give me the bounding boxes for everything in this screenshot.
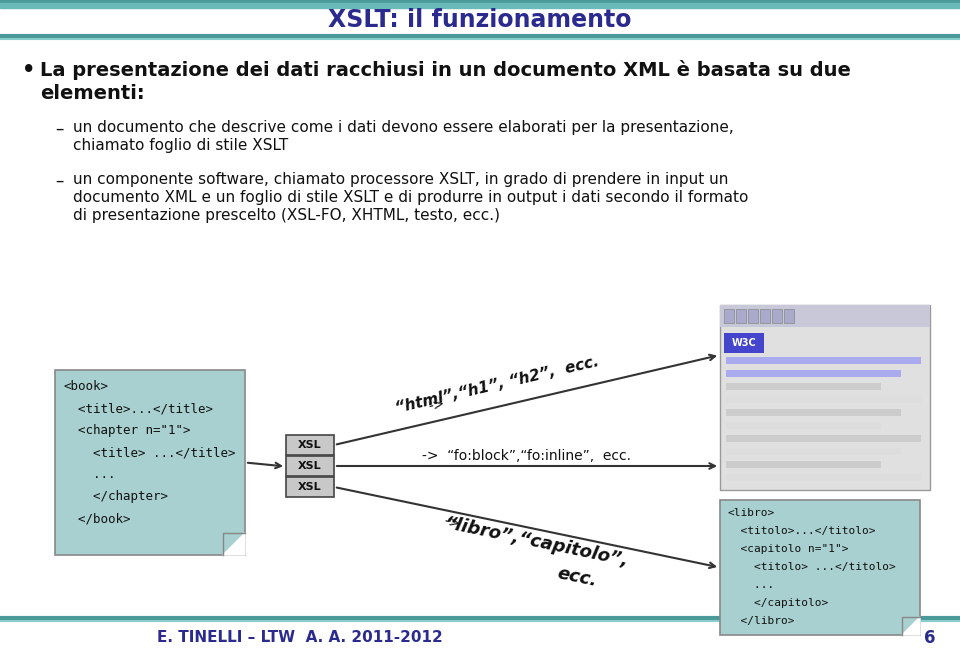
Text: </capitolo>: </capitolo> bbox=[727, 598, 828, 608]
Text: </book>: </book> bbox=[63, 512, 131, 525]
Text: “html”,“h1”, “h2”,  ecc.: “html”,“h1”, “h2”, ecc. bbox=[394, 354, 600, 416]
Text: –: – bbox=[55, 120, 63, 138]
Bar bbox=[726, 409, 901, 416]
Bar bbox=[726, 461, 881, 468]
Polygon shape bbox=[902, 617, 920, 635]
Text: di presentazione prescelto (XSL-FO, XHTML, testo, ecc.): di presentazione prescelto (XSL-FO, XHTM… bbox=[73, 208, 500, 223]
Text: <title> ...</title>: <title> ...</title> bbox=[63, 446, 235, 459]
Text: </chapter>: </chapter> bbox=[63, 490, 168, 503]
Text: XSL: XSL bbox=[299, 461, 322, 471]
Text: ->: -> bbox=[443, 514, 462, 530]
Bar bbox=[0, 3, 960, 8]
Bar bbox=[720, 305, 930, 490]
Bar bbox=[286, 477, 334, 497]
Text: “libro”,“capitolo”,: “libro”,“capitolo”, bbox=[444, 514, 631, 570]
Bar bbox=[784, 309, 794, 323]
Bar bbox=[748, 309, 758, 323]
Text: </libro>: </libro> bbox=[727, 616, 795, 626]
Text: <titolo> ...</titolo>: <titolo> ...</titolo> bbox=[727, 562, 896, 572]
Bar bbox=[726, 357, 921, 364]
Text: E. TINELLI – LTW  A. A. 2011-2012: E. TINELLI – LTW A. A. 2011-2012 bbox=[157, 631, 443, 646]
Text: <chapter n="1">: <chapter n="1"> bbox=[63, 424, 190, 437]
Bar bbox=[720, 305, 930, 327]
Bar bbox=[726, 422, 881, 429]
Text: <capitolo n="1">: <capitolo n="1"> bbox=[727, 544, 849, 554]
Text: ecc.: ecc. bbox=[556, 564, 599, 590]
Text: •: • bbox=[22, 60, 36, 80]
Text: ...: ... bbox=[727, 580, 775, 590]
Bar bbox=[724, 333, 764, 353]
Text: documento XML e un foglio di stile XSLT e di produrre in output i dati secondo i: documento XML e un foglio di stile XSLT … bbox=[73, 190, 749, 205]
FancyBboxPatch shape bbox=[720, 500, 920, 635]
Text: chiamato foglio di stile XSLT: chiamato foglio di stile XSLT bbox=[73, 138, 288, 153]
FancyBboxPatch shape bbox=[55, 370, 245, 555]
Bar bbox=[726, 396, 921, 403]
Bar bbox=[286, 435, 334, 455]
Bar bbox=[0, 0, 960, 3]
Text: 6: 6 bbox=[924, 629, 936, 647]
Text: <libro>: <libro> bbox=[727, 508, 775, 518]
Bar bbox=[726, 435, 921, 442]
Bar bbox=[286, 456, 334, 476]
Text: un documento che descrive come i dati devono essere elaborati per la presentazio: un documento che descrive come i dati de… bbox=[73, 120, 733, 135]
Text: <title>...</title>: <title>...</title> bbox=[63, 402, 213, 415]
Bar bbox=[726, 474, 921, 481]
Text: XSL: XSL bbox=[299, 440, 322, 450]
Text: <book>: <book> bbox=[63, 380, 108, 393]
Text: elementi:: elementi: bbox=[40, 84, 145, 103]
Text: un componente software, chiamato processore XSLT, in grado di prendere in input : un componente software, chiamato process… bbox=[73, 172, 729, 187]
Text: XSL: XSL bbox=[299, 482, 322, 492]
Text: ->: -> bbox=[427, 396, 446, 414]
Text: La presentazione dei dati racchiusi in un documento XML è basata su due: La presentazione dei dati racchiusi in u… bbox=[40, 60, 851, 80]
Bar bbox=[726, 383, 881, 390]
Bar bbox=[726, 370, 901, 377]
Text: W3C: W3C bbox=[732, 338, 756, 348]
Text: ...: ... bbox=[63, 468, 115, 481]
Bar bbox=[760, 309, 770, 323]
Bar bbox=[724, 309, 734, 323]
Polygon shape bbox=[223, 533, 245, 555]
Text: <titolo>...</titolo>: <titolo>...</titolo> bbox=[727, 526, 876, 536]
Bar bbox=[772, 309, 782, 323]
Text: XSLT: il funzionamento: XSLT: il funzionamento bbox=[328, 8, 632, 32]
Bar bbox=[736, 309, 746, 323]
Bar bbox=[726, 448, 901, 455]
Text: ->  “fo:block”,“fo:inline”,  ecc.: -> “fo:block”,“fo:inline”, ecc. bbox=[422, 449, 632, 463]
Text: –: – bbox=[55, 172, 63, 190]
